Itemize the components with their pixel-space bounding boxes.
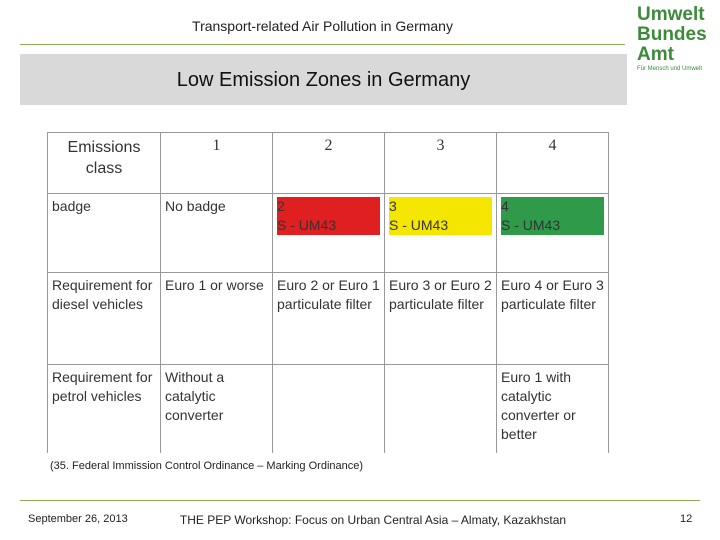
table-cell: 4 S - UM43 (496, 193, 609, 273)
table-cell: No badge (160, 193, 273, 273)
table-row: Requirement for diesel vehicles Euro 1 or… (47, 272, 609, 365)
table-cell (384, 364, 497, 453)
table-body: Emissions class 1 2 3 4 badge No badge 2 S - UM4… (47, 132, 609, 453)
badge: 3 S - UM43 (389, 197, 492, 235)
header-row: Emissions class 1 2 3 4 (47, 132, 609, 194)
table-cell: Requirement for diesel vehicles (47, 272, 161, 365)
table-row: Requirement for petrol vehicles Without a… (47, 364, 609, 453)
table-cell: badge (47, 193, 161, 273)
column-header: 3 (384, 132, 497, 194)
header-title: Transport-related Air Pollution in Germa… (192, 18, 453, 34)
badge-code: S - UM43 (501, 217, 561, 233)
table-cell: Without a catalytic converter (160, 364, 273, 453)
table-cell (272, 364, 385, 453)
logo: Umwelt Bundes Amt (637, 5, 707, 65)
badge-code: S - UM43 (277, 217, 337, 233)
badge: 4 S - UM43 (501, 197, 604, 235)
logo-line: Umwelt (637, 4, 705, 25)
badge-number: 4 (501, 198, 509, 214)
table-cell: 2 S - UM43 (272, 193, 385, 273)
badge: 2 S - UM43 (277, 197, 380, 235)
logo-tagline: Für Mensch und Umwelt (637, 66, 703, 72)
logo-line: Amt (637, 44, 674, 65)
banner-title: Low Emission Zones in Germany (176, 69, 471, 91)
footer-rule (20, 500, 700, 501)
table-cell: Requirement for petrol vehicles (47, 364, 161, 453)
logo-line: Bundes (637, 24, 707, 45)
banner: Low Emission Zones in Germany (20, 54, 627, 105)
footnote: (35. Federal Immission Control Ordinance… (50, 460, 364, 472)
badge-number: 2 (277, 198, 285, 214)
column-header: 4 (496, 132, 609, 194)
column-header: 2 (272, 132, 385, 194)
badge-number: 3 (389, 198, 397, 214)
table-row: badge No badge 2 S - UM43 3 S - UM43 4 S - UM43 (47, 193, 609, 273)
table-cell: Euro 1 with catalytic converter or bette… (496, 364, 609, 453)
emission-table: Emissions class 1 2 3 4 badge No badge 2 S - UM4… (47, 132, 609, 453)
page-number: 12 (680, 513, 693, 525)
footer-date: September 26, 2013 (28, 513, 128, 525)
column-header: 1 (160, 132, 273, 194)
table-cell: Euro 3 or Euro 2 particulate filter (384, 272, 497, 365)
footer-event: THE PEP Workshop: Focus on Urban Central… (179, 513, 567, 527)
table-cell: 3 S - UM43 (384, 193, 497, 273)
badge-code: S - UM43 (389, 217, 449, 233)
header-rule (20, 44, 625, 45)
table-cell: Euro 1 or worse (160, 272, 273, 365)
column-header: Emissions class (47, 132, 161, 194)
table-cell: Euro 4 or Euro 3 particulate filter (496, 272, 609, 365)
table-cell: Euro 2 or Euro 1 particulate filter (272, 272, 385, 365)
